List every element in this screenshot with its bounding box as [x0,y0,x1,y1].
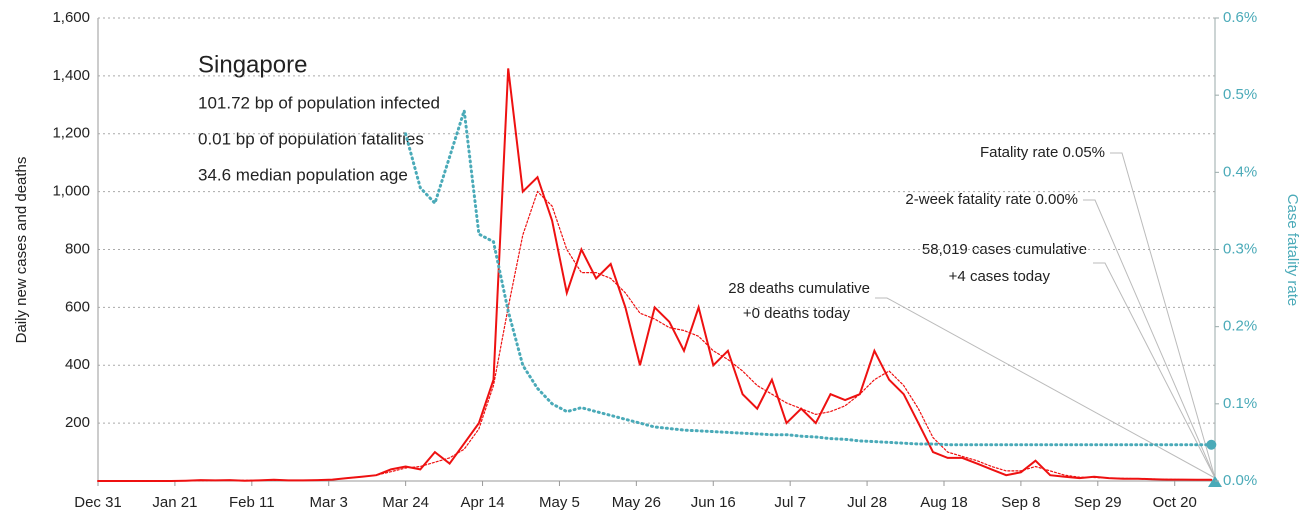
x-tick-label: Jul 7 [774,494,806,511]
series-line [404,110,1213,447]
end-marker [1206,439,1217,450]
y2-tick-label: 0.2% [1223,318,1257,335]
stat: 101.72 bp of population infected [198,93,440,112]
leader [1083,199,1216,479]
x-tick-label: Jun 16 [691,494,736,511]
leader [1093,262,1216,479]
x-tick-label: Mar 3 [310,494,348,511]
x-tick-label: Oct 20 [1153,494,1197,511]
x-tick-label: Aug 18 [920,494,968,511]
country: Singapore [198,51,307,78]
x-tick-label: May 5 [539,494,580,511]
annotation: Fatality rate 0.05% [980,144,1105,161]
y-tick-label: 1,600 [52,9,90,26]
y-tick-label: 1,200 [52,125,90,142]
y2-tick-label: 0.1% [1223,395,1257,412]
x-tick-label: Sep 29 [1074,494,1122,511]
x-tick-label: Mar 24 [382,494,429,511]
leader [875,297,1216,479]
x-tick-label: Apr 14 [460,494,504,511]
stat: 34.6 median population age [198,165,408,184]
y-tick-label: 800 [65,240,90,257]
y-axis-title: Daily new cases and deaths [13,157,30,344]
x-tick-label: Dec 31 [74,494,122,511]
leader [1110,152,1216,479]
series-line [97,190,1212,482]
y2-tick-label: 0.4% [1223,163,1257,180]
annotation: 2-week fatality rate 0.00% [905,191,1078,208]
y-tick-label: 600 [65,298,90,315]
y2-tick-label: 0.5% [1223,86,1257,103]
y-tick-label: 1,000 [52,183,90,200]
x-tick-label: Feb 11 [229,494,275,511]
x-tick-label: Sep 8 [1001,494,1040,511]
leader-lines [875,152,1216,479]
x-tick-label: May 26 [612,494,661,511]
y-tick-label: 200 [65,414,90,431]
annotation: +0 deaths today [743,305,851,322]
annotation: +4 cases today [949,268,1051,285]
y-tick-label: 1,400 [52,67,90,84]
y2-axis-title: Case fatality rate [1284,194,1301,307]
x-tick-label: Jul 28 [847,494,887,511]
y2-tick-label: 0.6% [1223,9,1257,26]
x-tick-label: Jan 21 [152,494,197,511]
y2-tick-label: 0.3% [1223,240,1257,257]
y-tick-label: 400 [65,356,90,373]
y2-tick-label: 0.0% [1223,472,1257,489]
annotation: 28 deaths cumulative [728,280,870,297]
stat: 0.01 bp of population fatalities [198,129,424,148]
